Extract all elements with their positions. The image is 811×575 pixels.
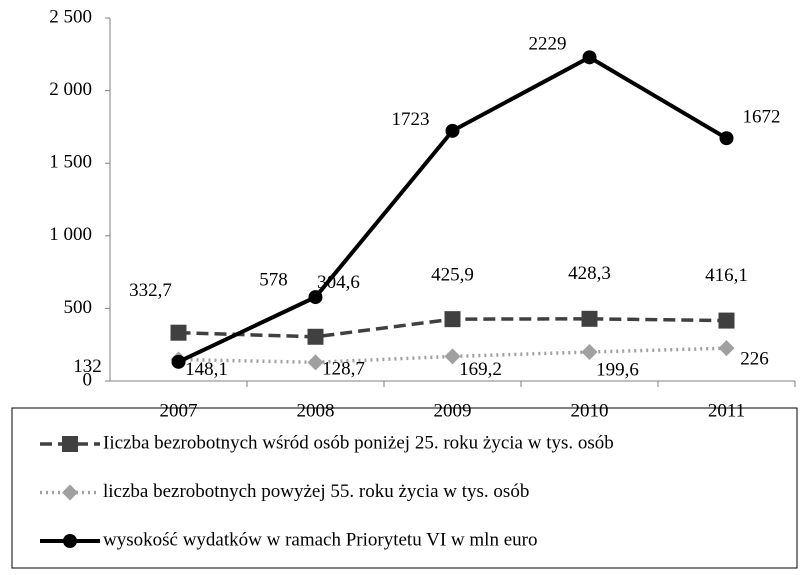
x-tick-label: 2007 xyxy=(160,400,198,421)
marker xyxy=(170,324,187,341)
marker xyxy=(308,290,323,305)
series-line xyxy=(178,346,727,365)
data-label: 425,9 xyxy=(431,265,474,286)
marker xyxy=(718,312,735,329)
marker xyxy=(62,484,78,501)
data-label: 132 xyxy=(73,356,102,377)
data-label: 226 xyxy=(740,349,769,370)
data-label: 1672 xyxy=(743,107,781,128)
x-tick-label: 2010 xyxy=(571,400,609,421)
y-tick-label: 0 xyxy=(83,369,93,390)
marker xyxy=(307,354,324,371)
x-tick-label: 2008 xyxy=(297,400,335,421)
marker xyxy=(62,436,78,452)
y-tick-label: 2 000 xyxy=(49,79,92,100)
legend-label: wysokość wydatków w ramach Priorytetu VI… xyxy=(103,529,537,550)
data-label: 428,3 xyxy=(568,263,611,284)
data-label: 578 xyxy=(259,269,288,290)
marker xyxy=(718,340,735,357)
data-label: 199,6 xyxy=(596,359,639,380)
marker xyxy=(307,328,324,345)
legend-box xyxy=(11,407,798,569)
data-label: 169,2 xyxy=(459,359,502,380)
x-tick-label: 2009 xyxy=(434,400,472,421)
data-label: 128,7 xyxy=(322,359,365,380)
legend-label: liczba bezrobotnych powyżej 55. roku życ… xyxy=(103,481,529,502)
marker xyxy=(444,348,461,365)
legend-label: Iiczba bezrobotnych wśród osób poniżej 2… xyxy=(103,432,614,453)
y-tick-label: 500 xyxy=(64,297,93,318)
y-tick-label: 1 500 xyxy=(49,152,92,173)
marker xyxy=(445,123,460,138)
y-tick-label: 2 500 xyxy=(49,6,92,27)
y-tick-label: 1 000 xyxy=(49,224,92,245)
data-label: 332,7 xyxy=(129,280,172,301)
x-tick-label: 2011 xyxy=(708,400,745,421)
marker xyxy=(581,310,598,327)
marker xyxy=(63,534,77,548)
marker xyxy=(719,131,734,146)
marker xyxy=(444,311,461,328)
data-label: 304,6 xyxy=(317,272,360,293)
data-label: 416,1 xyxy=(705,265,748,286)
data-label: 1723 xyxy=(392,109,430,130)
marker xyxy=(581,344,598,361)
data-label: 148,1 xyxy=(185,359,228,380)
marker xyxy=(171,354,186,369)
marker xyxy=(582,50,597,65)
data-label: 2229 xyxy=(529,34,567,55)
